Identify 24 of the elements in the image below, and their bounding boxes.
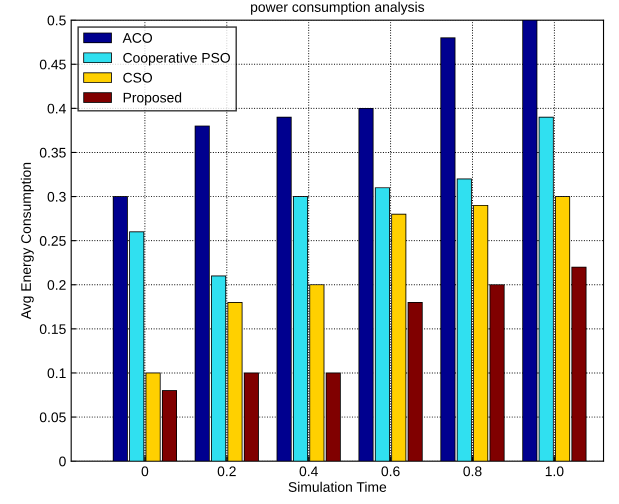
y-tick-label: 0.4 [48, 104, 66, 114]
y-axis-title: Avg Energy Consumption [20, 162, 34, 320]
y-tick-label: 0.35 [40, 148, 66, 158]
x-tick-label: 0.8 [463, 466, 482, 476]
x-axis-title: Simulation Time [288, 482, 386, 492]
y-tick-label: 0.3 [48, 192, 66, 202]
legend-label: ACO [122, 33, 152, 43]
x-tick-label: 0.6 [381, 466, 400, 476]
x-tick-label: 1.0 [546, 466, 564, 476]
y-tick-label: 0.05 [40, 412, 66, 422]
chart-title: power consumption analysis [251, 2, 424, 15]
x-tick-label: 0.2 [218, 466, 236, 476]
legend-label: CSO [123, 72, 152, 83]
y-tick-label: 0.5 [48, 15, 66, 26]
x-tick-label: 0 [142, 466, 148, 476]
y-tick-label: 0 [59, 456, 66, 466]
y-tick-label: 0.45 [40, 60, 66, 70]
y-tick-label: 0.25 [40, 236, 66, 246]
x-tick-label: 0.4 [300, 466, 318, 476]
legend-label: Cooperative PSO [123, 52, 230, 66]
y-tick-label: 0.1 [48, 368, 66, 378]
y-tick-label: 0.15 [40, 324, 66, 334]
y-tick-label: 0.2 [48, 280, 66, 290]
legend-label: Proposed [124, 92, 182, 106]
